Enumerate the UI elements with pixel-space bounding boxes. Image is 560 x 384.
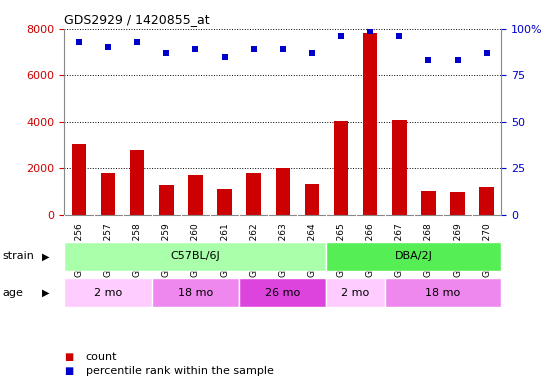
Text: ▶: ▶	[42, 251, 49, 262]
Bar	[64, 278, 152, 307]
Text: count: count	[86, 352, 117, 362]
Text: 18 mo: 18 mo	[426, 288, 460, 298]
Point	[453, 57, 462, 63]
Text: 2 mo: 2 mo	[342, 288, 370, 298]
Bar	[305, 184, 319, 215]
Bar	[152, 278, 239, 307]
Bar	[246, 173, 261, 215]
Point	[424, 57, 433, 63]
Bar	[479, 187, 494, 215]
Point	[337, 33, 346, 39]
Point	[74, 39, 83, 45]
Text: C57BL/6J: C57BL/6J	[171, 251, 220, 262]
Bar	[450, 192, 465, 215]
Text: 2 mo: 2 mo	[94, 288, 122, 298]
Point	[278, 46, 287, 52]
Bar	[64, 242, 326, 271]
Text: 18 mo: 18 mo	[178, 288, 213, 298]
Bar	[276, 169, 290, 215]
Text: ■: ■	[64, 352, 74, 362]
Point	[133, 39, 142, 45]
Bar	[326, 242, 501, 271]
Point	[104, 44, 113, 50]
Bar	[385, 278, 501, 307]
Point	[307, 50, 316, 56]
Bar	[217, 189, 232, 215]
Point	[395, 33, 404, 39]
Bar	[334, 121, 348, 215]
Bar	[130, 150, 144, 215]
Bar	[188, 175, 203, 215]
Bar	[392, 119, 407, 215]
Text: percentile rank within the sample: percentile rank within the sample	[86, 366, 273, 376]
Text: strain: strain	[3, 251, 35, 262]
Bar	[101, 173, 115, 215]
Text: ▶: ▶	[42, 288, 49, 298]
Point	[191, 46, 200, 52]
Point	[220, 54, 229, 60]
Text: DBA/2J: DBA/2J	[395, 251, 433, 262]
Text: 26 mo: 26 mo	[265, 288, 300, 298]
Text: age: age	[3, 288, 24, 298]
Bar	[326, 278, 385, 307]
Bar	[72, 144, 86, 215]
Point	[249, 46, 258, 52]
Bar	[239, 278, 326, 307]
Bar	[159, 185, 174, 215]
Bar	[421, 190, 436, 215]
Text: ■: ■	[64, 366, 74, 376]
Text: GDS2929 / 1420855_at: GDS2929 / 1420855_at	[64, 13, 210, 26]
Bar	[363, 33, 377, 215]
Point	[162, 50, 171, 56]
Point	[366, 28, 375, 34]
Point	[482, 50, 491, 56]
